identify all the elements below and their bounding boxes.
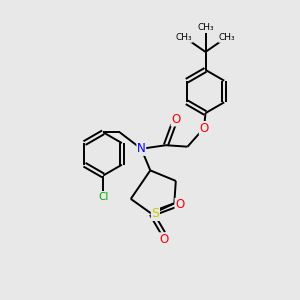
Text: O: O [171, 113, 180, 126]
Text: CH₃: CH₃ [197, 23, 214, 32]
Text: O: O [200, 122, 208, 135]
Text: Cl: Cl [98, 192, 108, 202]
Text: CH₃: CH₃ [176, 33, 192, 42]
Text: O: O [159, 233, 168, 246]
Text: N: N [137, 142, 146, 155]
Text: O: O [175, 198, 184, 212]
Text: CH₃: CH₃ [219, 33, 236, 42]
Text: S: S [152, 207, 159, 220]
